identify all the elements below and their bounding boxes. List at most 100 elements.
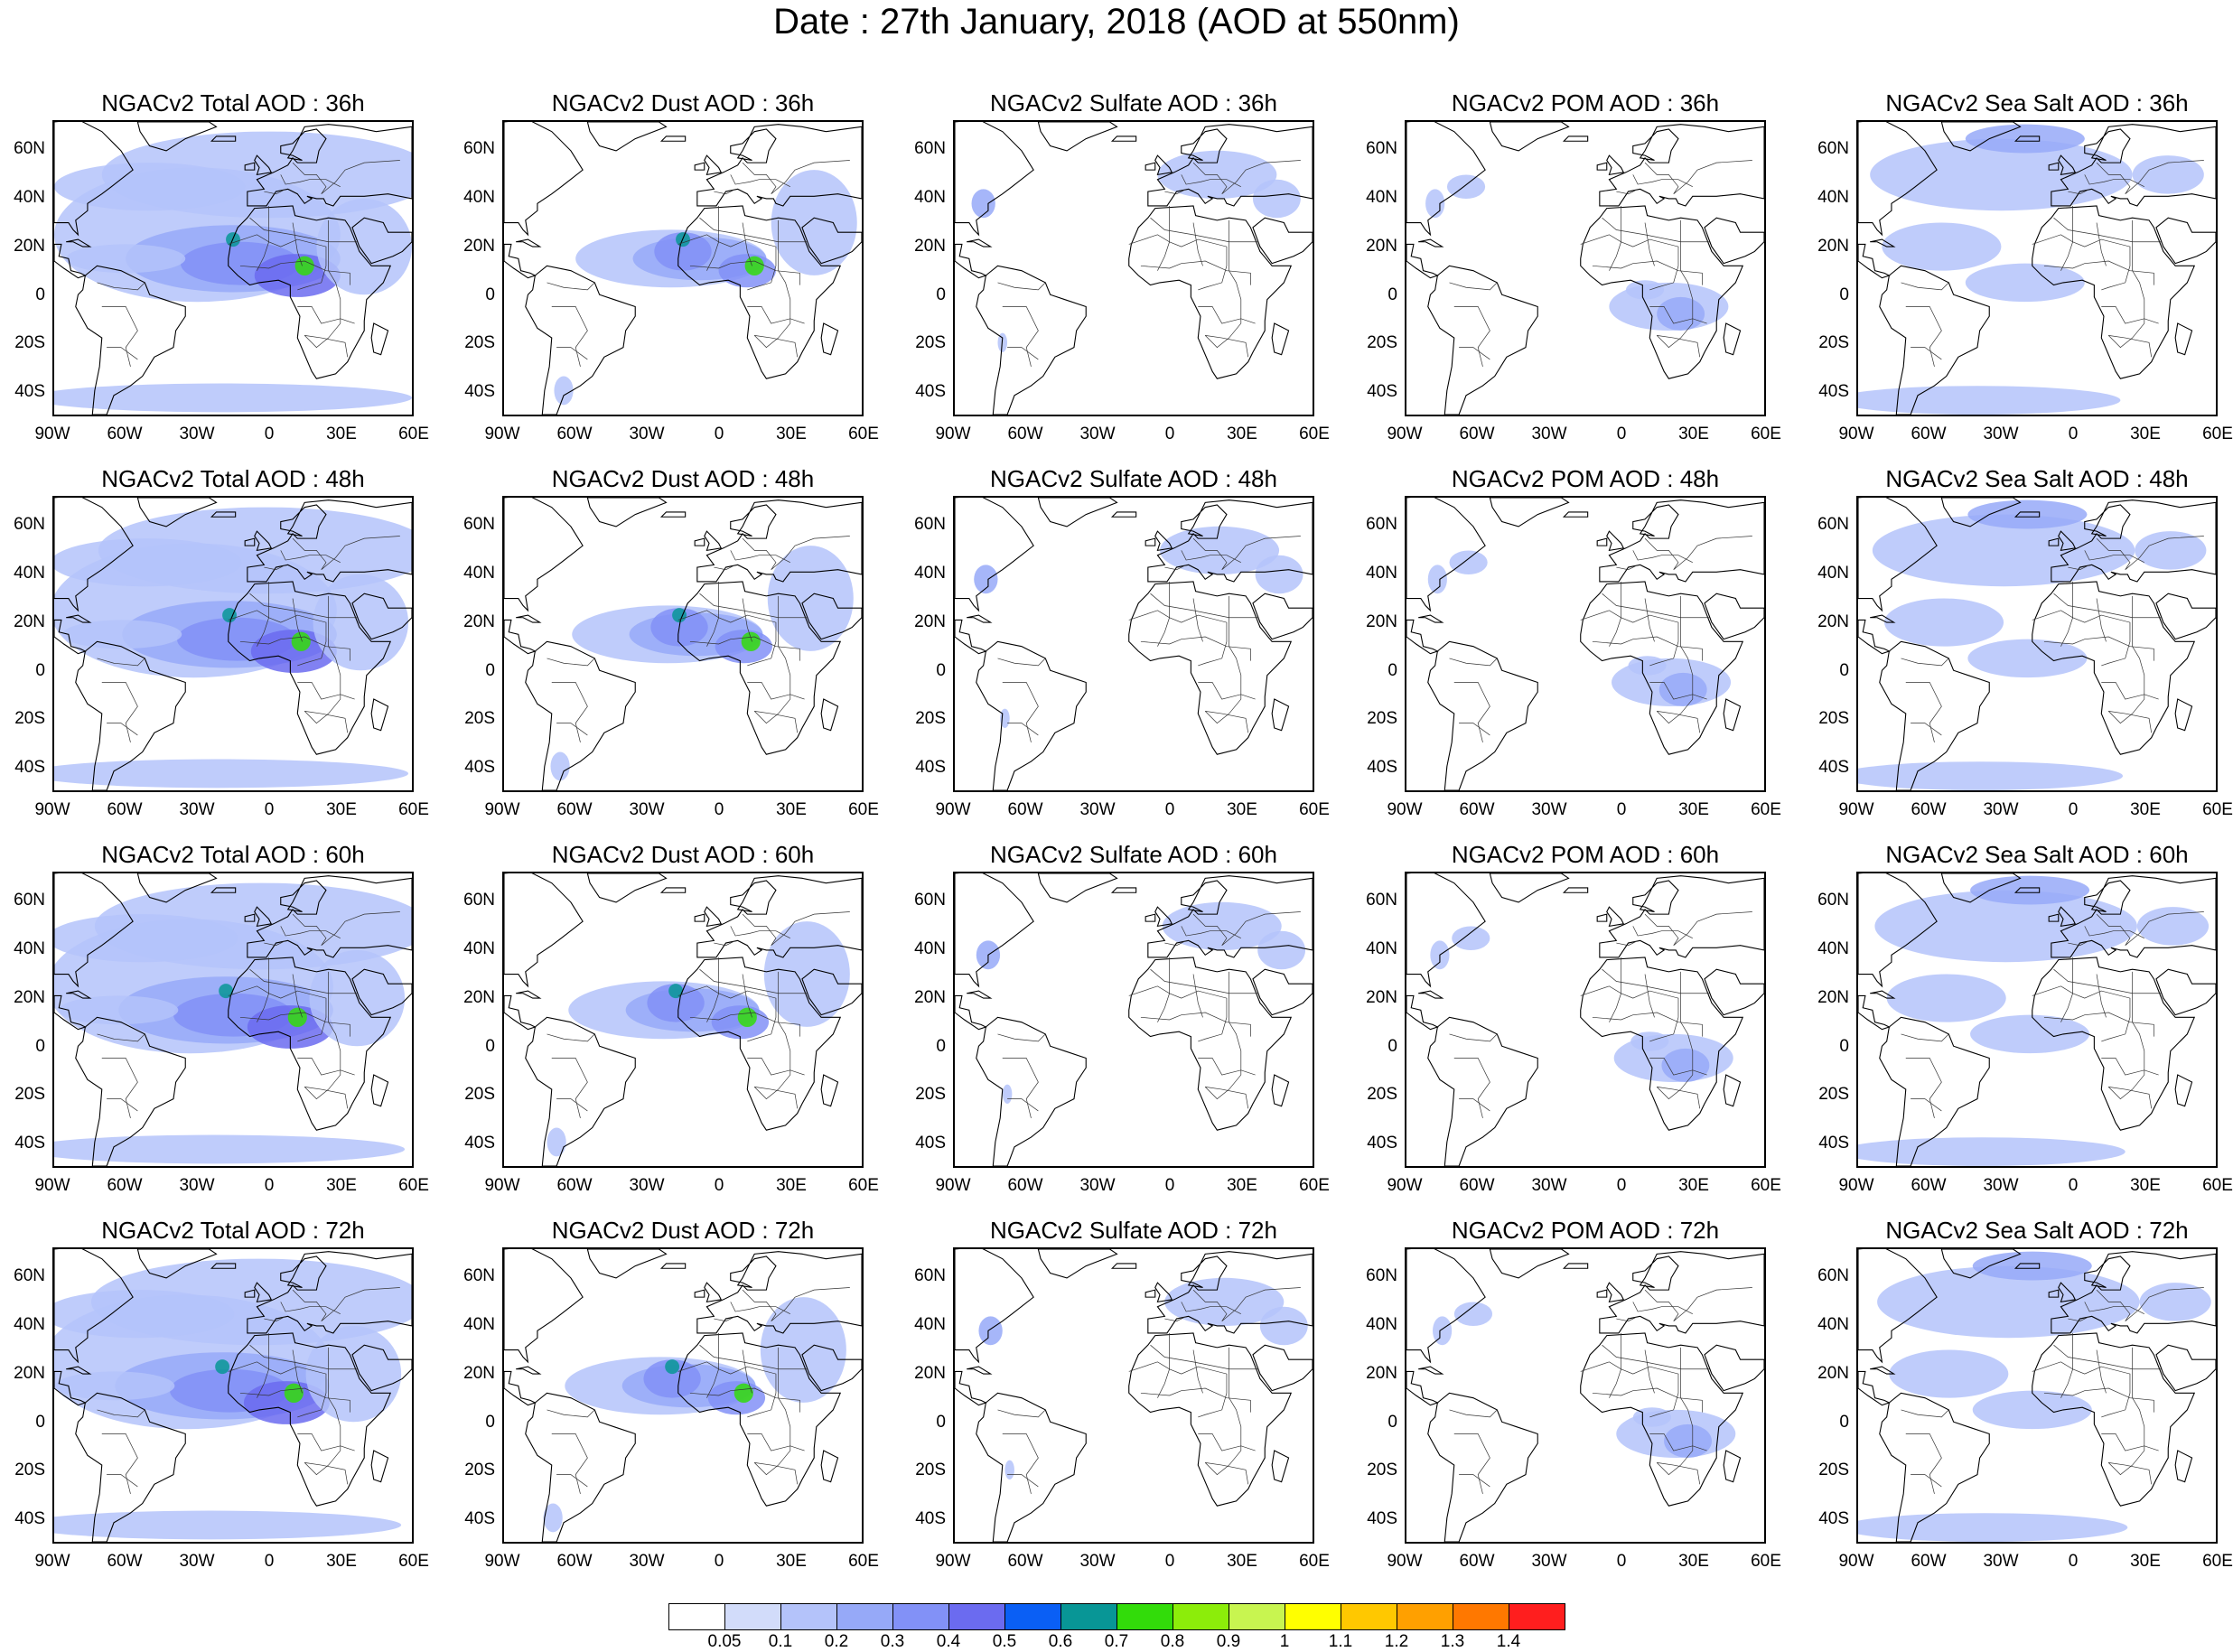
country-border [747, 682, 804, 699]
y-tick-label: 60N [7, 140, 45, 158]
panel-title: NGACv2 Sulfate AOD : 60h [935, 841, 1332, 868]
coastline [1564, 888, 1587, 892]
y-tick-label: 20S [1359, 1461, 1397, 1479]
coastline [821, 323, 837, 355]
country-border [1645, 911, 1752, 945]
country-border [1007, 723, 1038, 735]
country-border [1129, 611, 1227, 666]
coastline [1490, 873, 1568, 902]
aod-field-area [764, 921, 850, 1027]
x-tick-label: 60W [107, 801, 143, 819]
country-border [107, 723, 137, 735]
aod-field-area [1659, 673, 1707, 706]
colorbar-tick-label: 0.1 [758, 1633, 803, 1651]
country-border [547, 283, 595, 290]
y-tick-label: 40N [457, 940, 495, 958]
x-tick-label: 30W [1983, 801, 2019, 819]
country-border [1901, 1410, 1949, 1417]
aod-field-area [288, 1008, 307, 1027]
coastline [371, 323, 388, 355]
country-border [107, 348, 137, 359]
aod-field-area [1256, 555, 1303, 593]
colorbar-swatch [1285, 1603, 1341, 1630]
country-border [1141, 637, 1250, 661]
country-border [1454, 1058, 1490, 1117]
x-tick-label: 0 [1603, 1553, 1640, 1571]
y-tick-label: 40N [908, 940, 946, 958]
coastline [1597, 538, 1607, 546]
coastline [1112, 136, 1135, 141]
aod-field-area [1425, 189, 1444, 218]
country-border [1454, 682, 1490, 742]
y-tick-label: 20N [7, 1365, 45, 1383]
country-border [2101, 306, 2158, 323]
y-tick-label: 40S [457, 759, 495, 777]
coastline [1253, 218, 1313, 263]
x-tick-label: 30W [1079, 1553, 1116, 1571]
map-panel-sulfate-60h [953, 872, 1314, 1168]
country-border [2097, 223, 2106, 266]
coastline [955, 995, 986, 1029]
colorbar-tick-label: 0.6 [1038, 1633, 1083, 1651]
aod-field-area [1664, 1424, 1712, 1458]
coastline [1145, 163, 1155, 170]
colorbar-swatch [724, 1603, 781, 1630]
country-border [2054, 593, 2162, 618]
aod-field-area [1884, 599, 2004, 647]
y-tick-label: 40N [1811, 565, 1849, 583]
coastline [504, 995, 535, 1029]
map-panel-grid: NGACv2 Total AOD : 36h 90W 60W 30W 0 30E 60E 60… [0, 0, 2233, 1652]
x-tick-label: 60E [1748, 801, 1784, 819]
x-tick-label: 30E [1676, 425, 1712, 443]
country-border [2054, 969, 2162, 994]
y-tick-label: 20N [1811, 238, 1849, 256]
x-tick-label: 30W [1531, 801, 1567, 819]
country-border [1450, 283, 1498, 290]
aod-field-area [62, 620, 182, 649]
country-border [1633, 1302, 1693, 1313]
y-tick-label: 40S [1811, 1134, 1849, 1153]
coastline [1858, 1371, 1889, 1405]
coastline [955, 873, 1033, 986]
map-panel-pom-60h [1405, 872, 1766, 1168]
y-tick-label: 20N [908, 238, 946, 256]
x-tick-label: 60W [1459, 425, 1495, 443]
x-tick-label: 60E [1748, 1177, 1784, 1195]
y-tick-label: 20S [1811, 334, 1849, 352]
x-tick-label: 30W [629, 1553, 665, 1571]
x-tick-label: 60E [1748, 1553, 1784, 1571]
aod-field-area [54, 384, 412, 413]
x-tick-label: 30E [773, 1553, 809, 1571]
x-tick-label: 90W [1838, 1553, 1874, 1571]
country-border [1645, 536, 1752, 569]
map-panel-seasalt-36h [1856, 120, 2218, 416]
y-tick-label: 40N [1811, 189, 1849, 207]
aod-field-area [54, 760, 408, 789]
country-border [1141, 1388, 1250, 1413]
country-border [1645, 1350, 1654, 1394]
coastline [1600, 876, 1764, 957]
map-panel-seasalt-72h [1856, 1247, 2218, 1544]
y-tick-label: 40N [908, 189, 946, 207]
panel-title: NGACv2 POM AOD : 60h [1387, 841, 1784, 868]
y-tick-label: 40N [1359, 1316, 1397, 1334]
y-tick-label: 0 [1811, 1038, 1849, 1056]
country-border [2108, 1348, 2144, 1475]
country-border [1911, 348, 1941, 359]
country-border [1205, 972, 1241, 1099]
coastline [705, 531, 722, 550]
y-tick-label: 0 [1359, 662, 1397, 680]
aod-field-area [1966, 125, 2085, 154]
y-tick-label: 40N [7, 1316, 45, 1334]
aod-field-area [738, 1008, 757, 1027]
x-tick-label: 60W [107, 1177, 143, 1195]
coastline [967, 615, 990, 622]
y-tick-label: 60N [1811, 891, 1849, 910]
coastline [705, 155, 722, 174]
coastline [587, 873, 666, 902]
y-tick-label: 40S [908, 759, 946, 777]
x-tick-label: 30E [1224, 425, 1260, 443]
x-tick-label: 30W [179, 1177, 215, 1195]
y-tick-label: 20S [7, 1086, 45, 1104]
coastline [695, 538, 705, 546]
